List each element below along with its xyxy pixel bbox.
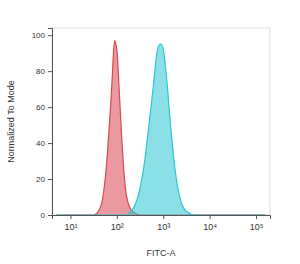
y-tick: 0 [41,211,52,220]
x-tick-label: 10⁴ [203,222,217,232]
y-tick-mark [48,179,52,180]
y-tick: 60 [36,103,52,112]
x-axis: 10¹ 10² 10³ 10⁴ 10⁵ [53,215,271,232]
y-tick-mark [48,143,52,144]
y-tick-label: 100 [32,31,46,40]
series-line [56,44,265,215]
y-tick-label: 60 [36,103,45,112]
y-axis: 0 20 40 60 80 100 [32,29,53,221]
x-tick-mark [163,215,164,219]
x-tick-mark [210,215,211,219]
series-area [56,41,265,215]
y-tick: 80 [36,67,52,76]
x-tick: 10⁴ [203,215,217,232]
x-tick: 10² [111,215,124,232]
x-tick-mark [70,215,71,219]
y-tick-mark [48,215,52,216]
y-tick-mark [48,107,52,108]
plot-area [56,41,265,215]
y-axis-line [48,29,53,216]
x-tick-mark [117,215,118,219]
x-tick-label: 10² [111,222,124,232]
series-area [56,44,265,215]
y-tick-label: 40 [36,139,45,148]
y-tick-mark [48,71,52,72]
x-axis-line [53,216,271,220]
y-tick-label: 80 [36,67,45,76]
y-tick: 20 [36,175,52,184]
y-tick-mark [48,35,52,36]
x-tick-label: 10³ [157,222,170,232]
series-line [56,41,265,215]
y-tick-label: 20 [36,175,45,184]
x-tick-mark [256,215,257,219]
chart: 10¹ 10² 10³ 10⁴ 10⁵ 0 20 40 60 80 100 FITC-A Normali… [0,0,300,264]
x-axis-title: FITC-A [147,248,176,258]
x-tick-label: 10⁵ [250,222,264,232]
y-tick-label: 0 [41,211,46,220]
x-tick: 10¹ [64,215,77,232]
x-tick: 10⁵ [250,215,264,232]
plot-frame [52,28,270,215]
y-tick: 100 [32,31,52,40]
x-tick: 10³ [157,215,170,232]
y-tick: 40 [36,139,52,148]
x-tick-label: 10¹ [64,222,77,232]
y-axis-title: Normalized To Mode [6,80,16,162]
